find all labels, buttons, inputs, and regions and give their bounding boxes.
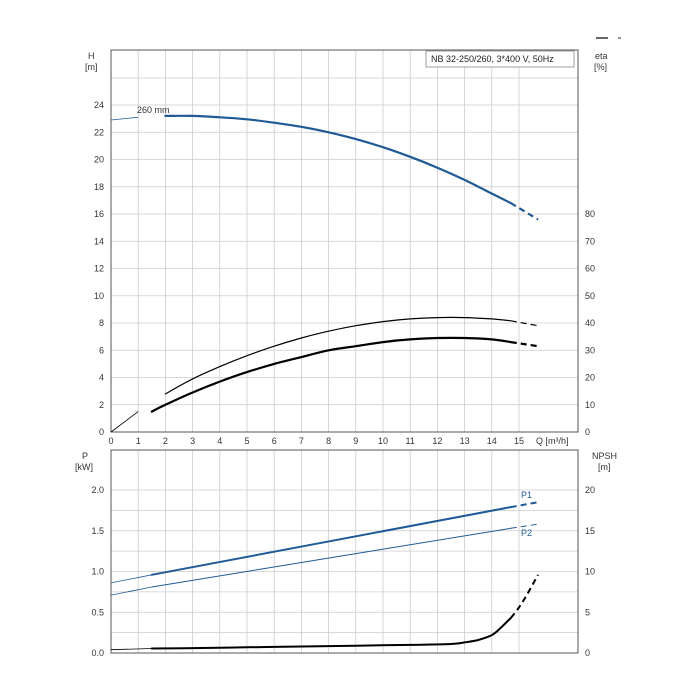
x-tick-label: 0 — [108, 436, 113, 446]
npsh-axis-label-symbol: NPSH — [592, 451, 617, 461]
y2-tick-label: 80 — [585, 209, 595, 219]
y-tick-label: 6 — [99, 345, 104, 355]
y-tick-label: 10 — [94, 291, 104, 301]
top-y2-tick-labels: 0 10 20 30 40 50 60 70 80 — [585, 209, 595, 437]
head-curve-tail-segment — [510, 202, 539, 221]
x-tick-label: 2 — [163, 436, 168, 446]
y2-axis-label-symbol: eta — [595, 51, 608, 61]
y-tick-label: 20 — [94, 155, 104, 165]
bottom-y2-tick-labels: 0 5 10 15 20 — [585, 485, 595, 658]
top-series — [110, 114, 539, 433]
npsh-tick-label: 5 — [585, 607, 590, 617]
title-box: NB 32-250/260, 3*400 V, 50Hz — [425, 50, 575, 68]
p1-curve-main-segment — [150, 506, 512, 576]
eta-curve-upper-lead-segment — [110, 411, 139, 433]
y2-tick-label: 60 — [585, 264, 595, 274]
x-tick-label: 9 — [353, 436, 358, 446]
y-axis-label-unit: [m] — [85, 62, 98, 72]
x-tick-label: 8 — [326, 436, 331, 446]
bottom-series: P1 P2 — [110, 490, 539, 651]
power-tick-label: 1.0 — [91, 567, 104, 577]
y2-tick-label: 50 — [585, 291, 595, 301]
y-tick-label: 14 — [94, 236, 104, 246]
power-axis-label-unit: [kW] — [75, 462, 93, 472]
bottom-panel: 0.0 0.5 1.0 1.5 2.0 0 5 10 15 20 P [kW] NPSH [m]… — [75, 449, 617, 658]
bottom-grid — [110, 450, 578, 654]
y-tick-label: 16 — [94, 209, 104, 219]
power-tick-label: 0.5 — [91, 607, 104, 617]
y-tick-label: 24 — [94, 100, 104, 110]
x-tick-label: 6 — [272, 436, 277, 446]
x-axis-label: Q [m³/h] — [536, 436, 569, 446]
chart-title: NB 32-250/260, 3*400 V, 50Hz — [431, 54, 554, 64]
y-tick-label: 18 — [94, 182, 104, 192]
x-tick-label: 7 — [299, 436, 304, 446]
y-tick-label: 8 — [99, 318, 104, 328]
npsh-curve-lead-segment — [110, 648, 152, 651]
npsh-tick-label: 0 — [585, 648, 590, 658]
y2-tick-label: 10 — [585, 400, 595, 410]
y-tick-label: 22 — [94, 127, 104, 137]
p1-curve-tail-segment — [510, 501, 539, 509]
y-tick-label: 2 — [99, 400, 104, 410]
y-tick-label: 4 — [99, 373, 104, 383]
y2-tick-label: 70 — [585, 236, 595, 246]
power-tick-label: 1.5 — [91, 526, 104, 536]
eta-curve-upper-tail-segment — [510, 320, 539, 327]
power-axis-label-symbol: P — [82, 451, 88, 461]
eta-curve-lower-tail-segment — [510, 341, 539, 348]
y2-tick-label: 20 — [585, 373, 595, 383]
top-x-tick-labels: 0 1 2 3 4 5 6 7 8 9 10 11 12 13 14 15 — [108, 436, 524, 446]
p1-curve-lead-segment — [110, 574, 152, 584]
p1-series-label: P1 — [521, 490, 532, 500]
top-frame — [110, 49, 579, 433]
x-tick-label: 13 — [460, 436, 470, 446]
npsh-axis-label-unit: [m] — [598, 462, 611, 472]
npsh-curve-tail-segment — [510, 574, 539, 619]
npsh-tick-label: 20 — [585, 485, 595, 495]
bottom-y2-label: NPSH [m] — [592, 451, 617, 472]
y2-axis-label-unit: [%] — [594, 62, 607, 72]
bottom-y-tick-labels: 0.0 0.5 1.0 1.5 2.0 — [91, 485, 104, 658]
y-tick-label: 0 — [99, 427, 104, 437]
power-tick-label: 2.0 — [91, 485, 104, 495]
p2-series-label: P2 — [521, 528, 532, 538]
top-grid — [110, 50, 578, 433]
top-y-label: H [m] — [85, 51, 98, 72]
impeller-annotation: 260 mm — [137, 105, 170, 115]
bottom-frame — [110, 449, 579, 654]
x-tick-label: 5 — [244, 436, 249, 446]
x-tick-label: 1 — [136, 436, 141, 446]
y2-tick-label: 30 — [585, 345, 595, 355]
bottom-y-label: P [kW] — [75, 451, 93, 472]
y-tick-label: 12 — [94, 264, 104, 274]
y-axis-label-symbol: H — [88, 51, 95, 61]
npsh-tick-label: 10 — [585, 567, 595, 577]
p2-curve-lead-segment — [110, 586, 152, 596]
p2-curve-main-segment — [151, 527, 512, 588]
x-tick-label: 15 — [514, 436, 524, 446]
eta-curve-lower-main-segment — [150, 336, 512, 413]
x-tick-label: 10 — [378, 436, 388, 446]
head-curve-main-segment — [164, 114, 512, 205]
npsh-curve-main-segment — [150, 617, 512, 650]
npsh-tick-label: 15 — [585, 526, 595, 536]
x-tick-label: 3 — [190, 436, 195, 446]
eta-curve-upper-main-segment — [164, 316, 512, 395]
x-tick-label: 14 — [487, 436, 497, 446]
y2-tick-label: 40 — [585, 318, 595, 328]
x-tick-label: 11 — [406, 436, 415, 446]
y2-tick-label: 0 — [585, 427, 590, 437]
p2-curve-tail-segment — [510, 523, 539, 529]
power-tick-label: 0.0 — [91, 648, 104, 658]
x-tick-label: 4 — [217, 436, 222, 446]
top-y2-label: eta [%] — [594, 51, 608, 72]
x-tick-label: 12 — [432, 436, 442, 446]
head-curve-lead-segment — [110, 116, 139, 121]
